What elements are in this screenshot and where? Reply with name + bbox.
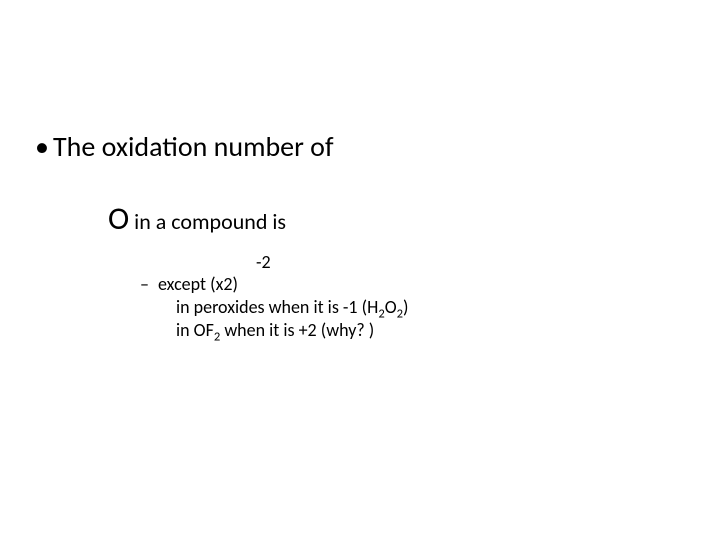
- peroxide-prefix: in peroxides when it is -1 (H: [176, 296, 378, 318]
- peroxide-mid: O: [385, 296, 397, 318]
- exception-of2: in OF2 when it is +2 (why? ): [176, 319, 374, 341]
- element-symbol: O: [108, 203, 129, 235]
- bullet-level-1-text: The oxidation number of: [53, 130, 334, 164]
- peroxide-suffix: ): [403, 296, 408, 318]
- exception-bullet-text: except (x2): [158, 273, 238, 295]
- exception-bullet: – except (x2): [140, 273, 238, 295]
- of2-suffix: when it is +2 (why? ): [220, 319, 374, 341]
- exception-peroxide: in peroxides when it is -1 (H2O2): [176, 296, 408, 318]
- slide: • The oxidation number of O in a compoun…: [0, 0, 720, 540]
- oxidation-value: -2: [256, 251, 271, 273]
- of2-prefix: in OF: [176, 319, 214, 341]
- oxidation-value-text: -2: [256, 251, 271, 273]
- element-line-rest: in a compound is: [129, 208, 286, 235]
- bullet-level-1: • The oxidation number of: [35, 130, 334, 164]
- dash-icon: –: [140, 273, 158, 295]
- element-line: O in a compound is: [108, 203, 286, 235]
- bullet-dot-icon: •: [35, 130, 53, 164]
